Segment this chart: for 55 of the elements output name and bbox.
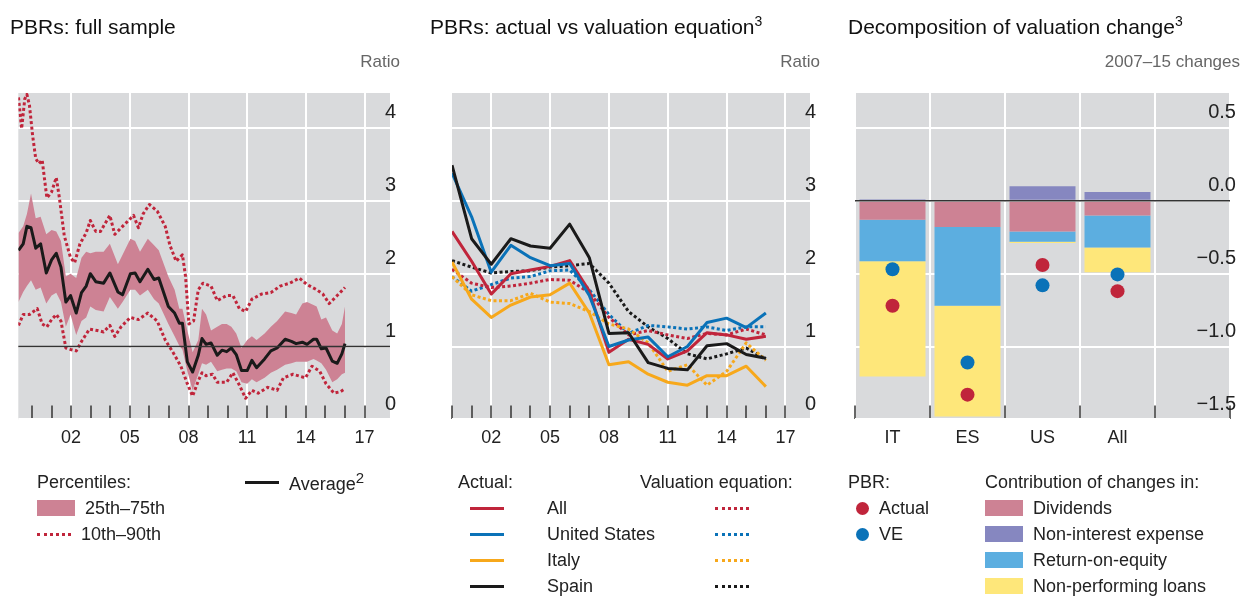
legend-label: 10th–90th — [81, 523, 162, 545]
y-tick-label: −1.5 — [1196, 391, 1236, 414]
chart-title: PBRs: actual vs valuation equation$^{3}$ — [430, 13, 763, 40]
legend-label: Actual — [879, 497, 930, 519]
legend-label: Return-on-equity — [1033, 549, 1168, 571]
x-tick-label: 14 — [716, 427, 737, 448]
legend-title: Actual: — [458, 471, 514, 493]
legend-label: Non-performing loans — [1033, 575, 1207, 597]
legend-label: United States — [547, 523, 656, 545]
y-axis-title: Ratio — [360, 52, 400, 72]
y-tick-label: 2 — [804, 246, 816, 269]
legend-label: Non-interest expense — [1033, 523, 1205, 545]
chart-title: Decomposition of valuation change$^{3}$ — [848, 13, 1183, 40]
x-tick-label: 02 — [61, 427, 82, 448]
y-tick-label: 3 — [384, 173, 396, 196]
x-tick-label: US — [1029, 427, 1056, 448]
x-tick-label: 11 — [237, 427, 257, 448]
y-tick-label: 0.5 — [1208, 100, 1236, 123]
x-tick-label: 05 — [119, 427, 140, 448]
y-tick-label: 1 — [384, 319, 396, 342]
text: Contribution of changes in: — [985, 471, 1200, 493]
legend-title: PBR: — [848, 471, 891, 493]
x-tick-label: 08 — [598, 427, 619, 448]
x-tick-label: IT — [884, 427, 901, 448]
x-tick-label: 17 — [775, 427, 796, 448]
x-tick-label: 11 — [658, 427, 678, 448]
y-tick-label: 0 — [804, 391, 816, 414]
y-tick-label: 0.0 — [1208, 173, 1236, 196]
x-tick-label: 14 — [295, 427, 316, 448]
legend-label: Dividends — [1033, 497, 1113, 519]
y-tick-label: −1.0 — [1196, 319, 1236, 342]
legend-label: VE — [879, 523, 904, 545]
legend-label: Italy — [547, 549, 581, 571]
text: Valuation equation: — [640, 471, 793, 493]
y-axis-title: Ratio — [780, 52, 820, 72]
legend-label: Spain — [547, 575, 594, 597]
y-tick-label: 0 — [384, 391, 396, 414]
y-tick-label: 3 — [804, 173, 816, 196]
legend-label: All — [547, 497, 568, 519]
legend-label: Average$^{2}$ — [289, 469, 365, 495]
y-axis-title: 2007–15 changes — [1104, 52, 1240, 72]
x-tick-label: 02 — [481, 427, 502, 448]
x-tick-label: 17 — [354, 427, 375, 448]
y-tick-label: 4 — [384, 100, 396, 123]
x-tick-label: ES — [955, 427, 980, 448]
y-tick-label: 1 — [804, 319, 816, 342]
x-tick-label: All — [1107, 427, 1128, 448]
y-tick-label: 4 — [804, 100, 816, 123]
chart-title: PBRs: full sample — [10, 14, 176, 40]
text: 25th–75th — [85, 497, 166, 519]
x-tick-label: 08 — [178, 427, 199, 448]
x-tick-label: 05 — [540, 427, 561, 448]
y-tick-label: 2 — [384, 246, 396, 269]
y-tick-label: −0.5 — [1196, 246, 1236, 269]
legend-title: Percentiles: — [37, 471, 132, 493]
